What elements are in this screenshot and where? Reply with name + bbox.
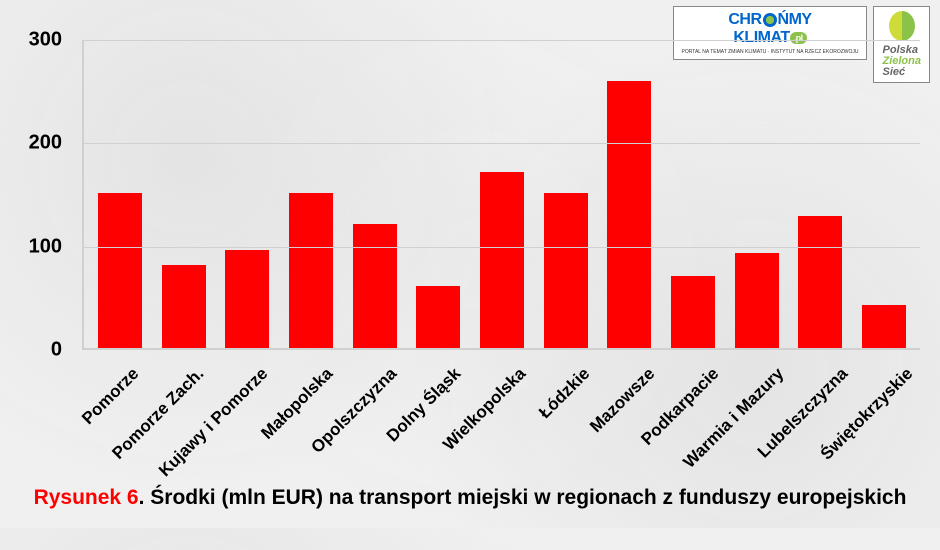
gridline [84,40,920,41]
bar [735,253,779,348]
bar [671,276,715,348]
bar [544,193,588,348]
y-axis: 0100200300 [20,40,70,350]
swirl-icon [889,11,915,41]
y-tick: 0 [51,339,62,362]
gridline [84,143,920,144]
chart-area: 0100200300 [20,40,920,350]
y-tick: 300 [29,29,62,52]
bar [416,286,460,348]
caption-prefix: Rysunek 6 [34,486,139,509]
globe-icon [763,13,777,27]
bar [607,81,651,348]
logo1-line1: CHR ŃMY [728,11,811,29]
plot-area [82,40,920,350]
bar [353,224,397,348]
x-labels-container: PomorzePomorze Zach.Kujawy i PomorzeMało… [82,354,920,474]
bar [798,216,842,348]
bar [289,193,333,348]
bar [480,172,524,348]
caption-text: . Środki (mln EUR) na transport miejski … [139,486,907,509]
chart-caption: Rysunek 6. Środki (mln EUR) na transport… [0,486,940,510]
bar [862,305,906,348]
gridline [84,247,920,248]
y-tick: 200 [29,132,62,155]
logo1-pre: CHR [728,11,761,28]
bar [162,265,206,348]
logo1-post: ŃMY [778,11,812,28]
bar [98,193,142,348]
y-tick: 100 [29,235,62,258]
bars-container [84,40,920,348]
bar [225,250,269,348]
